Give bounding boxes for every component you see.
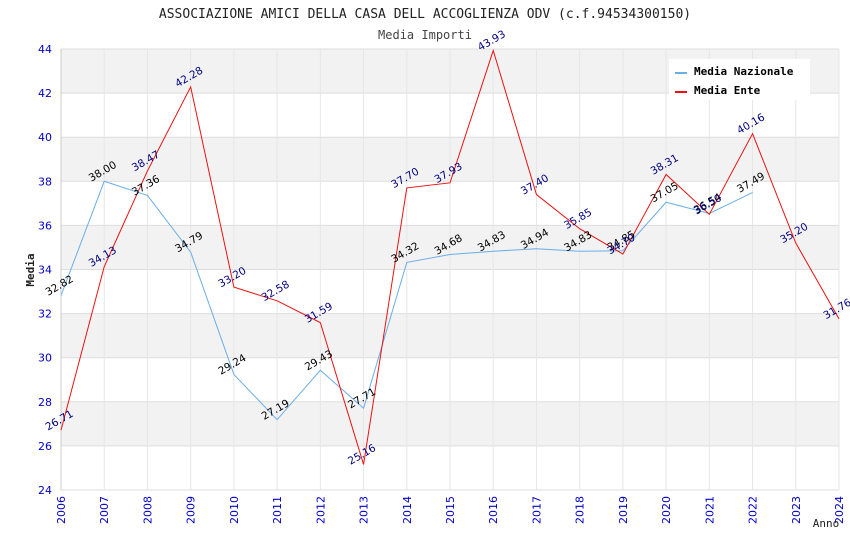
- series-line-media-ente: [60, 48, 840, 465]
- legend-label-media-nazionale: Media Nazionale: [694, 65, 794, 78]
- x-tick-label: 2019: [617, 496, 630, 524]
- x-tick-label: 2009: [185, 496, 198, 524]
- legend-box: [669, 59, 810, 100]
- x-tick-label: 2013: [358, 496, 371, 524]
- x-tick-label: 2022: [747, 496, 760, 524]
- x-tick-label: 2021: [703, 496, 716, 524]
- y-tick-label: 44: [38, 43, 52, 56]
- x-axis-title: Anno: [813, 517, 840, 530]
- y-tick-label: 38: [38, 175, 52, 188]
- x-tick-label: 2011: [271, 496, 284, 524]
- x-tick-label: 2016: [487, 496, 500, 524]
- y-axis-title: Media: [24, 253, 37, 286]
- x-tick-label: 2006: [55, 496, 68, 524]
- x-tick-label: 2018: [574, 496, 587, 524]
- x-tick-labels: 2006 2007 2008 2009 2010 2011 2012 2013 2014 2015…: [55, 496, 846, 524]
- y-tick-label: 40: [38, 131, 52, 144]
- x-tick-label: 2024: [833, 496, 846, 524]
- x-tick-label: 2010: [228, 496, 241, 524]
- y-tick-label: 28: [38, 396, 52, 409]
- legend-label-media-ente: Media Ente: [694, 84, 761, 97]
- chart-title: ASSOCIAZIONE AMICI DELLA CASA DELL ACCOG…: [159, 7, 691, 22]
- x-tick-label: 2023: [790, 496, 803, 524]
- series-lines: [60, 48, 840, 465]
- y-tick-labels: 24 26 28 30 32 34 36 38 40 42 44: [38, 43, 52, 497]
- x-tick-label: 2008: [141, 496, 154, 524]
- y-tick-label: 24: [38, 484, 52, 497]
- x-tick-label: 2020: [660, 496, 673, 524]
- data-label: 32.82: [43, 273, 75, 298]
- x-tick-label: 2017: [530, 496, 543, 524]
- y-tick-label: 26: [38, 440, 52, 453]
- y-tick-label: 30: [38, 352, 52, 365]
- y-tick-label: 34: [38, 264, 52, 277]
- x-tick-label: 2012: [314, 496, 327, 524]
- data-label: 40.16: [735, 111, 767, 137]
- x-tick-label: 2014: [401, 496, 414, 524]
- y-tick-label: 42: [38, 87, 52, 100]
- legend: Media Nazionale Media Ente: [669, 59, 810, 100]
- x-tick-label: 2007: [98, 496, 111, 524]
- y-tick-label: 32: [38, 308, 52, 321]
- y-tick-label: 36: [38, 219, 52, 232]
- chart-subtitle: Media Importi: [378, 28, 472, 42]
- x-tick-label: 2015: [444, 496, 457, 524]
- series-line-media-nazionale: [60, 180, 753, 421]
- data-label: 37.05: [649, 180, 681, 205]
